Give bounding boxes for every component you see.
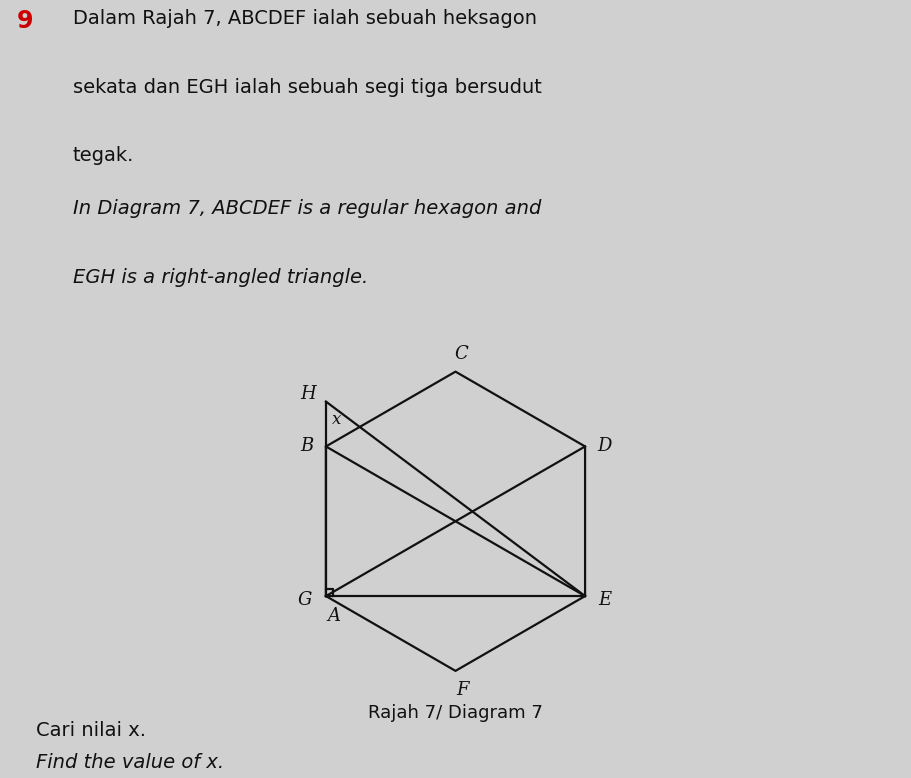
Text: Find the value of x.: Find the value of x. (36, 753, 225, 773)
Text: tegak.: tegak. (73, 146, 134, 165)
Text: x: x (332, 411, 342, 428)
Text: Rajah 7/ Diagram 7: Rajah 7/ Diagram 7 (368, 704, 543, 722)
Text: Cari nilai x.: Cari nilai x. (36, 720, 147, 740)
Text: In Diagram 7, ABCDEF is a regular hexagon and: In Diagram 7, ABCDEF is a regular hexago… (73, 199, 541, 218)
Text: B: B (300, 437, 313, 455)
Text: E: E (598, 591, 611, 609)
Text: G: G (297, 591, 312, 609)
Text: D: D (598, 437, 611, 455)
Text: EGH is a right-angled triangle.: EGH is a right-angled triangle. (73, 268, 368, 286)
Text: A: A (327, 607, 340, 625)
Text: H: H (301, 385, 316, 403)
Text: Dalam Rajah 7, ABCDEF ialah sebuah heksagon: Dalam Rajah 7, ABCDEF ialah sebuah heksa… (73, 9, 537, 28)
Text: F: F (456, 682, 469, 699)
Text: 9: 9 (16, 9, 33, 33)
Text: C: C (455, 345, 468, 363)
Text: sekata dan EGH ialah sebuah segi tiga bersudut: sekata dan EGH ialah sebuah segi tiga be… (73, 78, 542, 96)
